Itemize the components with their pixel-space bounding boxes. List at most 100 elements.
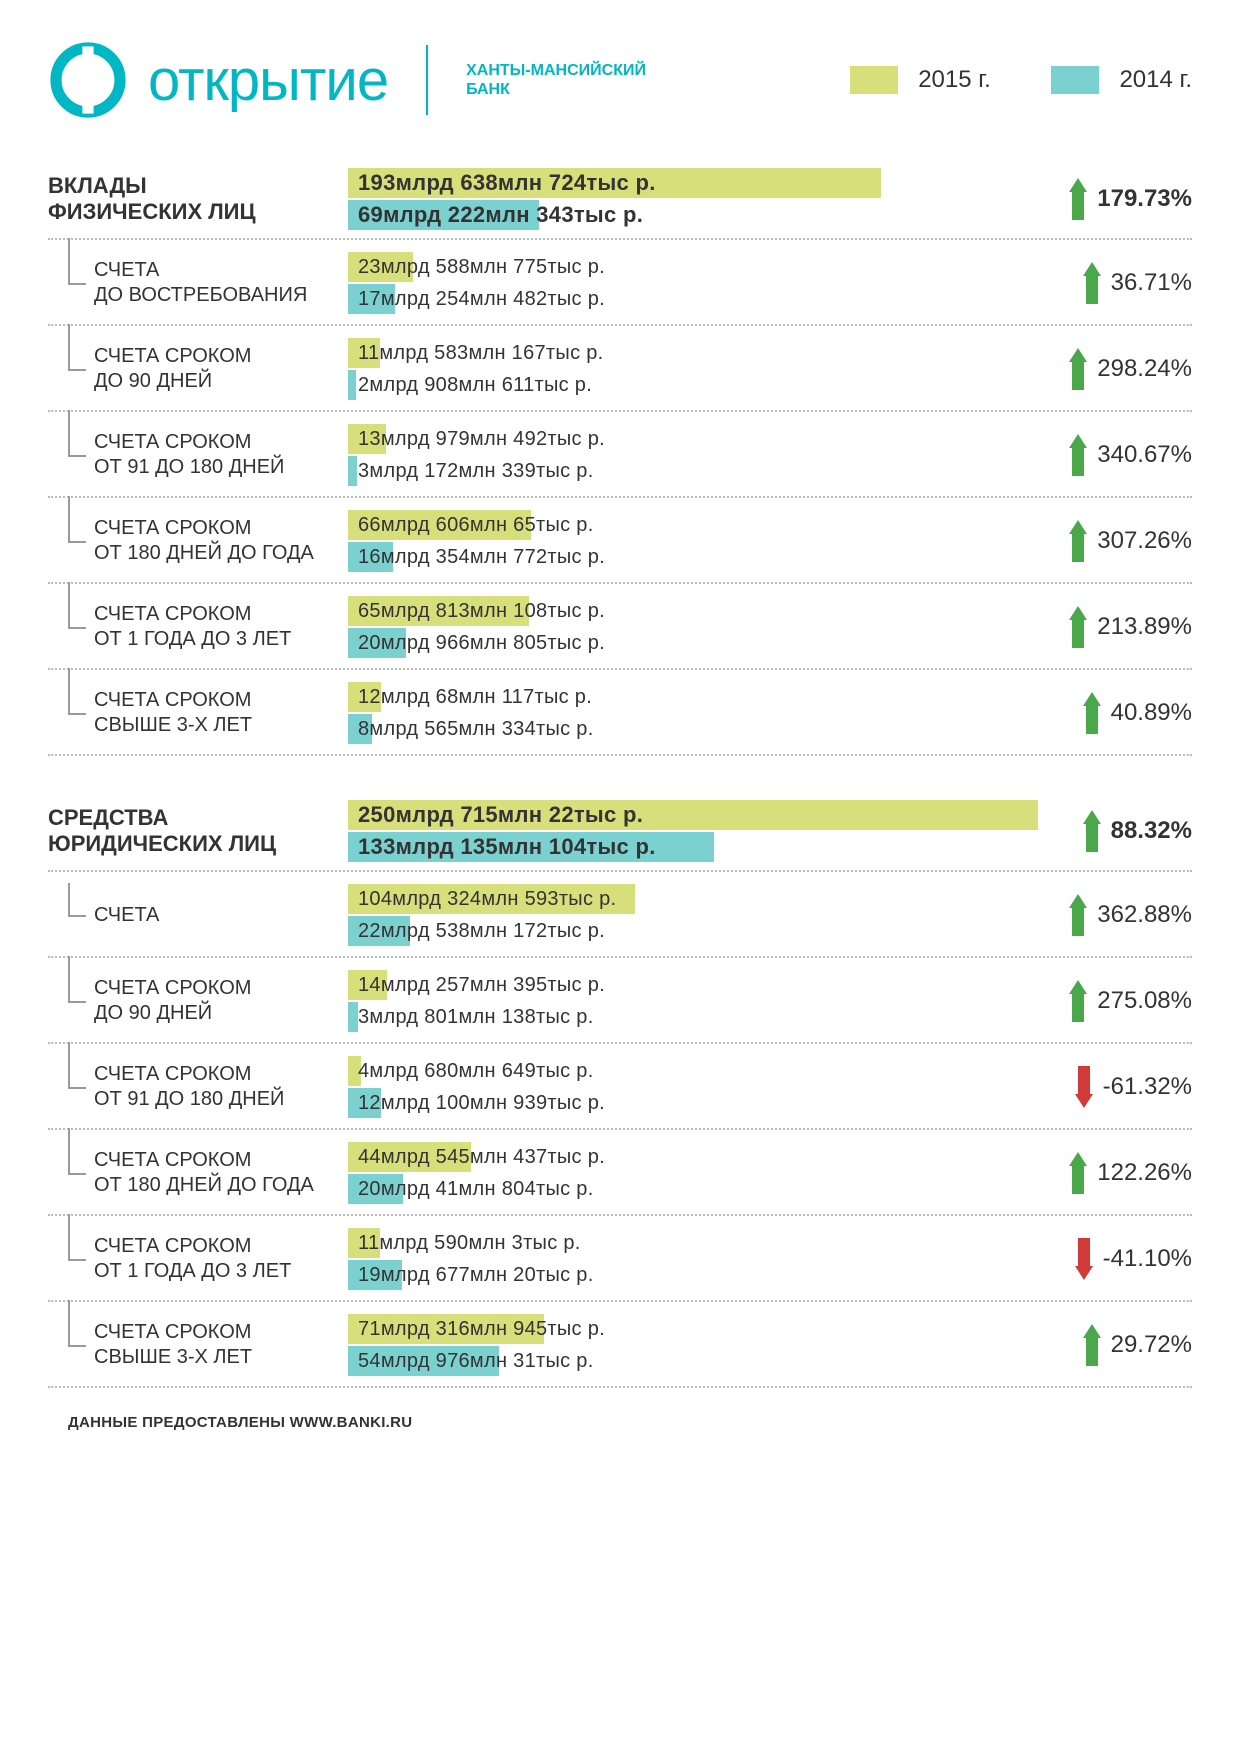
bar-row: 20млрд 41млн 804тыс р.	[348, 1174, 992, 1204]
bar-row: 65млрд 813млн 108тыс р.	[348, 596, 992, 626]
change-cell: 40.89%	[1002, 692, 1192, 734]
change-value: 213.89%	[1097, 613, 1192, 641]
bar-row: 13млрд 979млн 492тыс р.	[348, 424, 992, 454]
bar-value-label: 14млрд 257млн 395тыс р.	[358, 970, 605, 1000]
bar-row: 11млрд 583млн 167тыс р.	[348, 338, 992, 368]
tree-connector-icon	[68, 602, 88, 652]
data-row: СЧЕТА СРОКОМДО 90 ДНЕЙ 11млрд 583млн 167т…	[48, 326, 1192, 412]
bar-value-label: 13млрд 979млн 492тыс р.	[358, 424, 605, 454]
bar-value-label: 23млрд 588млн 775тыс р.	[358, 252, 605, 282]
row-label-text: СЧЕТА СРОКОМОТ 91 ДО 180 ДНЕЙ	[94, 1063, 284, 1110]
bar-row: 11млрд 590млн 3тыс р.	[348, 1228, 992, 1258]
bar-2014	[348, 456, 357, 486]
bar-pair: 13млрд 979млн 492тыс р.3млрд 172млн 339т…	[348, 422, 992, 488]
bar-row: 20млрд 966млн 805тыс р.	[348, 628, 992, 658]
bar-row: 71млрд 316млн 945тыс р.	[348, 1314, 992, 1344]
bar-value-label: 17млрд 254млн 482тыс р.	[358, 284, 605, 314]
bar-value-label: 12млрд 68млн 117тыс р.	[358, 682, 592, 712]
bar-pair: 44млрд 545млн 437тыс р.20млрд 41млн 804т…	[348, 1140, 992, 1206]
change-cell: 307.26%	[1002, 520, 1192, 562]
bar-value-label: 16млрд 354млн 772тыс р.	[358, 542, 605, 572]
legend: 2015 г. 2014 г.	[850, 66, 1192, 95]
change-cell: 275.08%	[1002, 980, 1192, 1022]
arrow-up-icon	[1069, 178, 1087, 220]
bar-value-label: 8млрд 565млн 334тыс р.	[358, 714, 594, 744]
bank-subtitle: ХАНТЫ-МАНСИЙСКИЙ БАНК	[466, 61, 646, 99]
header: открытие ХАНТЫ-МАНСИЙСКИЙ БАНК 2015 г. 2…	[48, 40, 1192, 120]
bar-pair: 71млрд 316млн 945тыс р.54млрд 976млн 31т…	[348, 1312, 992, 1378]
row-label: СЧЕТА СРОКОМОТ 1 ГОДА ДО 3 ЛЕТ	[48, 1234, 338, 1284]
change-value: 29.72%	[1111, 1331, 1192, 1359]
data-row: СЧЕТА СРОКОМОТ 180 ДНЕЙ ДО ГОДА66млрд 60…	[48, 498, 1192, 584]
row-label: СЧЕТАДО ВОСТРЕБОВАНИЯ	[48, 258, 338, 308]
arrow-up-icon	[1069, 1152, 1087, 1194]
bar-row: 12млрд 100млн 939тыс р.	[348, 1088, 992, 1118]
bar-value-label: 2млрд 908млн 611тыс р.	[358, 370, 592, 400]
bar-value-label: 3млрд 801млн 138тыс р.	[358, 1002, 594, 1032]
change-value: -41.10%	[1103, 1245, 1192, 1273]
bar-pair: 11млрд 590млн 3тыс р.19млрд 677млн 20тыс…	[348, 1226, 992, 1292]
change-value: -61.32%	[1103, 1073, 1192, 1101]
change-value: 340.67%	[1097, 441, 1192, 469]
bar-row: 3млрд 172млн 339тыс р.	[348, 456, 992, 486]
subtitle-line: БАНК	[466, 80, 646, 99]
bar-value-label: 11млрд 590млн 3тыс р.	[358, 1228, 581, 1258]
bar-row: 16млрд 354млн 772тыс р.	[348, 542, 992, 572]
change-cell: -41.10%	[1002, 1238, 1192, 1280]
change-cell: 122.26%	[1002, 1152, 1192, 1194]
data-row: СЧЕТА СРОКОМОТ 1 ГОДА ДО 3 ЛЕТ11млрд 590…	[48, 1216, 1192, 1302]
row-label-text: СЧЕТА СРОКОМОТ 1 ГОДА ДО 3 ЛЕТ	[94, 603, 291, 650]
change-value: 275.08%	[1097, 987, 1192, 1015]
bar-row: 193млрд 638млн 724тыс р.	[348, 168, 992, 198]
data-row: СЧЕТА СРОКОМДО 90 ДНЕЙ 14млрд 257млн 395т…	[48, 958, 1192, 1044]
legend-label: 2014 г.	[1119, 66, 1192, 93]
bar-pair: 66млрд 606млн 65тыс р.16млрд 354млн 772т…	[348, 508, 992, 574]
bar-row: 2млрд 908млн 611тыс р.	[348, 370, 992, 400]
bar-pair: 11млрд 583млн 167тыс р.2млрд 908млн 611т…	[348, 336, 992, 402]
arrow-down-icon	[1075, 1066, 1093, 1108]
bar-row: 8млрд 565млн 334тыс р.	[348, 714, 992, 744]
arrow-up-icon	[1069, 980, 1087, 1022]
bar-row: 4млрд 680млн 649тыс р.	[348, 1056, 992, 1086]
row-label-text: СЧЕТАДО ВОСТРЕБОВАНИЯ	[94, 259, 307, 306]
change-cell: 340.67%	[1002, 434, 1192, 476]
bar-value-label: 54млрд 976млн 31тыс р.	[358, 1346, 594, 1376]
tree-connector-icon	[68, 1062, 88, 1112]
row-label-text: СЧЕТА СРОКОМСВЫШЕ 3-Х ЛЕТ	[94, 689, 252, 736]
row-label: СЧЕТА	[48, 903, 338, 928]
bar-row: 66млрд 606млн 65тыс р.	[348, 510, 992, 540]
change-value: 362.88%	[1097, 901, 1192, 929]
data-row: СЧЕТА104млрд 324млн 593тыс р.22млрд 538м…	[48, 872, 1192, 958]
bar-value-label: 20млрд 966млн 805тыс р.	[358, 628, 605, 658]
row-label-text: СЧЕТА СРОКОМДО 90 ДНЕЙ	[94, 345, 251, 392]
data-row: СЧЕТА СРОКОМОТ 91 ДО 180 ДНЕЙ 4млрд 680мл…	[48, 1044, 1192, 1130]
change-value: 298.24%	[1097, 355, 1192, 383]
change-value: 88.32%	[1111, 817, 1192, 845]
arrow-up-icon	[1069, 348, 1087, 390]
data-row: СЧЕТАДО ВОСТРЕБОВАНИЯ 23млрд 588млн 775ты…	[48, 240, 1192, 326]
tree-connector-icon	[68, 516, 88, 566]
section-title: СРЕДСТВАЮРИДИЧЕСКИХ ЛИЦ	[48, 805, 338, 858]
data-row: СЧЕТА СРОКОМОТ 180 ДНЕЙ ДО ГОДА44млрд 54…	[48, 1130, 1192, 1216]
logo-separator	[426, 45, 428, 115]
bar-pair: 250млрд 715млн 22тыс р.133млрд 135млн 10…	[348, 798, 992, 864]
tree-connector-icon	[68, 1320, 88, 1370]
row-label: СЧЕТА СРОКОМОТ 91 ДО 180 ДНЕЙ	[48, 430, 338, 480]
bar-row: 104млрд 324млн 593тыс р.	[348, 884, 992, 914]
tree-connector-icon	[68, 258, 88, 308]
legend-label: 2015 г.	[918, 66, 991, 93]
logo-icon	[48, 40, 128, 120]
row-label-text: СЧЕТА СРОКОМДО 90 ДНЕЙ	[94, 977, 251, 1024]
legend-item-2015: 2015 г.	[850, 66, 991, 95]
bar-2014	[348, 1002, 358, 1032]
bar-row: 69млрд 222млн 343тыс р.	[348, 200, 992, 230]
bar-row: 3млрд 801млн 138тыс р.	[348, 1002, 992, 1032]
row-label: СЧЕТА СРОКОМОТ 180 ДНЕЙ ДО ГОДА	[48, 1148, 338, 1198]
tree-connector-icon	[68, 430, 88, 480]
change-cell: 29.72%	[1002, 1324, 1192, 1366]
footer-source: ДАННЫЕ ПРЕДОСТАВЛЕНЫ WWW.BANKI.RU	[48, 1414, 1192, 1431]
swatch-2014	[1051, 66, 1099, 94]
row-label-text: СЧЕТА СРОКОМОТ 91 ДО 180 ДНЕЙ	[94, 431, 284, 478]
bar-value-label: 12млрд 100млн 939тыс р.	[358, 1088, 605, 1118]
change-cell: 213.89%	[1002, 606, 1192, 648]
